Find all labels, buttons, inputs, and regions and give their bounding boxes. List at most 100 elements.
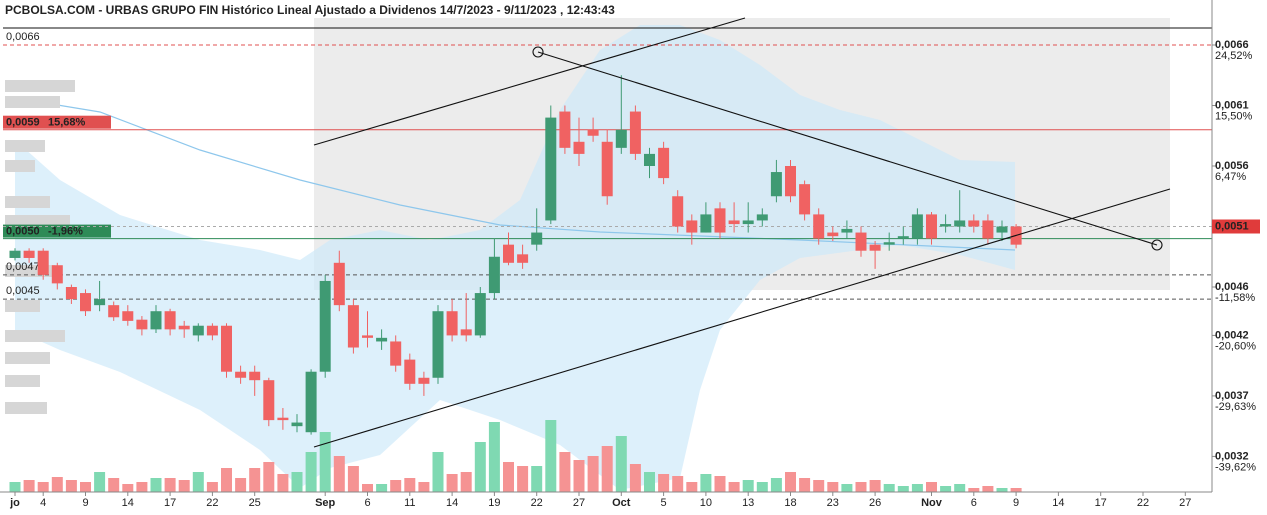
- x-tick-label: 25: [249, 497, 261, 509]
- profile-bar: [5, 160, 35, 172]
- x-tick-label: jo: [9, 497, 20, 509]
- drawings: [3, 17, 1212, 448]
- volume-bar: [94, 472, 106, 492]
- volume-bar: [80, 482, 91, 492]
- volume-bar: [150, 478, 162, 492]
- volume-bar: [164, 478, 176, 492]
- profile-bar: [5, 80, 75, 92]
- volume-bar: [291, 472, 303, 492]
- candle-body: [206, 325, 218, 336]
- candle-body: [94, 299, 106, 306]
- candle-body: [390, 341, 402, 366]
- candle-body: [587, 129, 599, 136]
- candle-body: [221, 325, 232, 372]
- candle-body: [545, 117, 557, 221]
- candles: [9, 75, 1022, 435]
- candle-body: [573, 141, 585, 154]
- x-tick-label: 18: [784, 497, 796, 509]
- volume-bar: [206, 482, 218, 492]
- volume-bar: [108, 478, 120, 492]
- volume-bar: [65, 480, 77, 492]
- candle-body: [827, 232, 839, 237]
- anchor-point: [532, 46, 544, 58]
- x-tick-label: 14: [446, 497, 458, 509]
- volume-bar: [573, 460, 585, 492]
- candle-body: [601, 141, 613, 197]
- x-tick-label: Oct: [612, 497, 631, 509]
- candle-body: [954, 220, 966, 227]
- candle-body: [869, 244, 881, 251]
- candle-body: [150, 311, 162, 330]
- profile-bar: [5, 330, 65, 342]
- last-price-label: 0,0051: [1215, 220, 1249, 232]
- candle-body: [531, 232, 543, 245]
- volume-bar: [51, 477, 63, 492]
- pct-label: -29,63%: [1215, 401, 1256, 413]
- volume-bar: [897, 486, 909, 492]
- y-tick-label: 0,0061: [1215, 99, 1249, 111]
- profile-bar: [5, 215, 70, 227]
- candle-body: [249, 371, 261, 381]
- x-tick-label: 9: [1013, 497, 1019, 509]
- pct-label: -39,62%: [1215, 461, 1256, 473]
- level-label: 0,0066: [6, 31, 40, 43]
- x-tick-label: 22: [531, 497, 543, 509]
- volume-bar: [319, 432, 331, 492]
- candle-body: [940, 224, 952, 227]
- volume-bar: [911, 484, 923, 492]
- candle-body: [813, 214, 825, 239]
- candle-body: [192, 325, 204, 336]
- volume-bar: [869, 480, 881, 492]
- volume-bar: [629, 464, 641, 492]
- candle-body: [841, 228, 853, 233]
- candle-body: [855, 232, 867, 251]
- candle-body: [672, 196, 684, 227]
- candle-body: [883, 242, 895, 245]
- volume-bar: [178, 480, 190, 492]
- x-tick-label: 6: [364, 497, 370, 509]
- candle-body: [559, 111, 571, 148]
- candle-body: [629, 111, 641, 154]
- volume-bar: [686, 482, 698, 492]
- volume-bar: [474, 442, 486, 492]
- x-tick-label: 27: [1179, 497, 1191, 509]
- volume-bar: [813, 480, 825, 492]
- candle-body: [517, 254, 529, 263]
- x-tick-label: 17: [164, 497, 176, 509]
- profile-bar: [5, 300, 40, 312]
- pct-label: -20,60%: [1215, 340, 1256, 352]
- pct-label: 6,47%: [1215, 171, 1246, 183]
- last-price-box: [1212, 219, 1260, 234]
- volume-bar: [390, 480, 402, 492]
- level-label: 0,0050: [6, 226, 40, 238]
- volume-bars: [9, 420, 1022, 492]
- volume-bar: [305, 452, 317, 492]
- candle-body: [728, 220, 740, 225]
- volume-bar: [249, 468, 261, 492]
- candle-body: [418, 377, 430, 384]
- candle-body: [319, 280, 331, 372]
- y-tick-label: 0,0066: [1215, 39, 1249, 51]
- volume-bar: [362, 484, 373, 492]
- volume-bar: [136, 482, 148, 492]
- candle-body: [926, 214, 937, 239]
- volume-bar: [855, 482, 867, 492]
- candle-body: [700, 214, 712, 233]
- x-tick-label: 26: [869, 497, 881, 509]
- candle-body: [996, 226, 1008, 233]
- trend-line: [313, 17, 746, 146]
- trend-line: [537, 51, 1158, 246]
- level-label: 0,0059: [6, 117, 40, 129]
- volume-bar: [587, 456, 599, 492]
- volume-bar: [418, 482, 430, 492]
- sma-line: [14, 97, 1016, 251]
- volume-bar: [728, 482, 740, 492]
- volume-bar: [996, 488, 1008, 492]
- candle-body: [333, 262, 345, 306]
- candle-body: [432, 311, 444, 378]
- candle-body: [80, 293, 91, 312]
- profile-bar: [5, 402, 47, 414]
- candle-body: [235, 371, 247, 378]
- candle-body: [23, 250, 35, 258]
